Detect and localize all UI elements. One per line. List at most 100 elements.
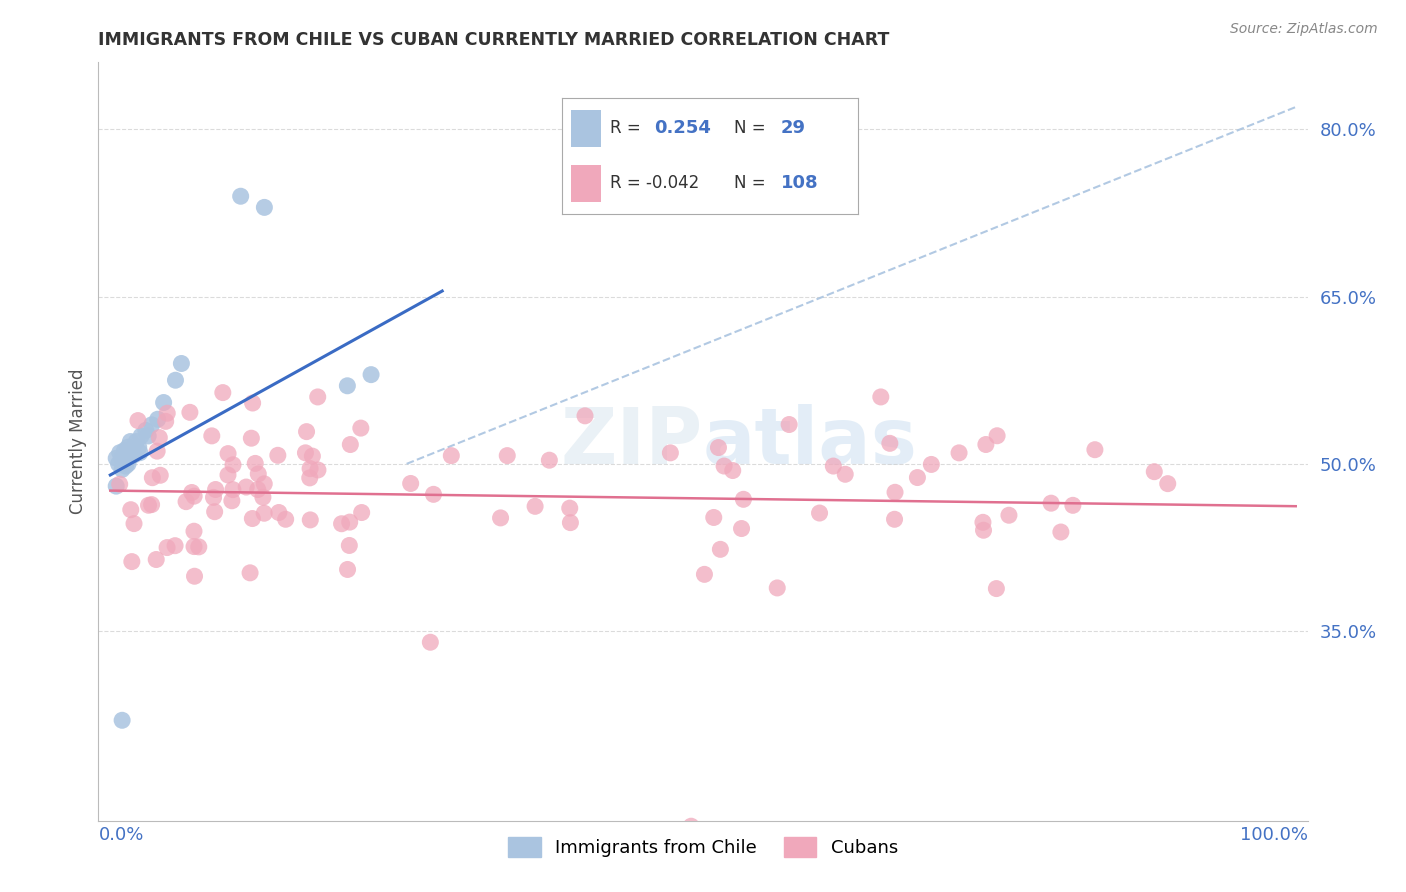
Point [247,467,270,481]
Point [973,523,995,537]
Point [1062,498,1084,512]
Text: R =: R = [610,119,640,136]
Point [204,505,226,519]
Point [659,446,682,460]
Point [295,425,318,439]
Point [253,506,276,520]
Text: IMMIGRANTS FROM CHILE VS CUBAN CURRENTLY MARRIED CORRELATION CHART: IMMIGRANTS FROM CHILE VS CUBAN CURRENTLY… [98,31,890,49]
Point [879,436,901,450]
Text: Source: ZipAtlas.com: Source: ZipAtlas.com [1230,22,1378,37]
Point [267,448,290,462]
Point [229,189,252,203]
Point [121,555,143,569]
Point [360,368,382,382]
Point [339,515,361,529]
Point [253,476,276,491]
Point [217,447,239,461]
Point [135,423,157,437]
Point [252,490,274,504]
Legend: Immigrants from Chile, Cubans: Immigrants from Chile, Cubans [501,830,905,864]
Point [907,470,929,484]
Text: R = -0.042: R = -0.042 [610,174,699,193]
Point [155,414,177,428]
FancyBboxPatch shape [571,110,600,147]
Point [170,356,193,370]
Point [998,508,1021,523]
Text: ZIP: ZIP [561,403,703,480]
Point [146,444,169,458]
Point [299,513,322,527]
Point [156,541,179,555]
Point [183,540,205,554]
Point [120,502,142,516]
Point [129,445,152,460]
Point [204,483,226,497]
Point [558,501,581,516]
Y-axis label: Currently Married: Currently Married [69,368,87,515]
Point [240,431,263,445]
Point [183,489,205,503]
Point [221,493,243,508]
Point [339,437,361,451]
Point [136,429,159,443]
Point [125,434,148,449]
Point [201,429,224,443]
Point [239,566,262,580]
Point [222,458,245,472]
Point [108,477,131,491]
Point [778,417,800,432]
Point [114,443,136,458]
Point [108,445,131,460]
Point [440,449,463,463]
Point [156,406,179,420]
Point [972,516,994,530]
Point [183,569,205,583]
Point [986,429,1008,443]
Point [574,409,596,423]
Point [422,487,444,501]
Point [330,516,353,531]
Text: N =: N = [734,174,765,193]
Point [274,512,297,526]
Point [883,512,905,526]
Point [240,511,263,525]
Point [165,373,187,387]
Point [707,441,730,455]
Point [496,449,519,463]
Point [560,516,582,530]
Point [117,440,139,454]
Point [730,522,752,536]
Point [524,500,547,514]
Point [1040,496,1063,510]
Point [211,385,233,400]
Point [128,440,150,454]
Text: 0.254: 0.254 [654,119,711,136]
Point [122,448,145,462]
Text: atlas: atlas [703,403,918,480]
Point [1157,476,1180,491]
Point [222,483,245,497]
Point [105,451,128,466]
Point [350,421,373,435]
Text: N =: N = [734,119,765,136]
Point [111,462,134,476]
Point [337,539,360,553]
Point [148,431,170,445]
Point [165,539,187,553]
Point [336,378,359,392]
Point [693,567,716,582]
Text: 29: 29 [780,119,806,136]
Point [183,524,205,539]
Point [105,479,128,493]
Text: 0.0%: 0.0% [98,826,143,844]
Point [709,542,731,557]
Point [127,413,149,427]
Point [834,467,856,482]
Point [713,458,735,473]
Point [721,464,744,478]
Point [920,458,942,472]
Point [180,485,202,500]
Point [336,562,359,576]
Point [986,582,1008,596]
Point [1143,465,1166,479]
